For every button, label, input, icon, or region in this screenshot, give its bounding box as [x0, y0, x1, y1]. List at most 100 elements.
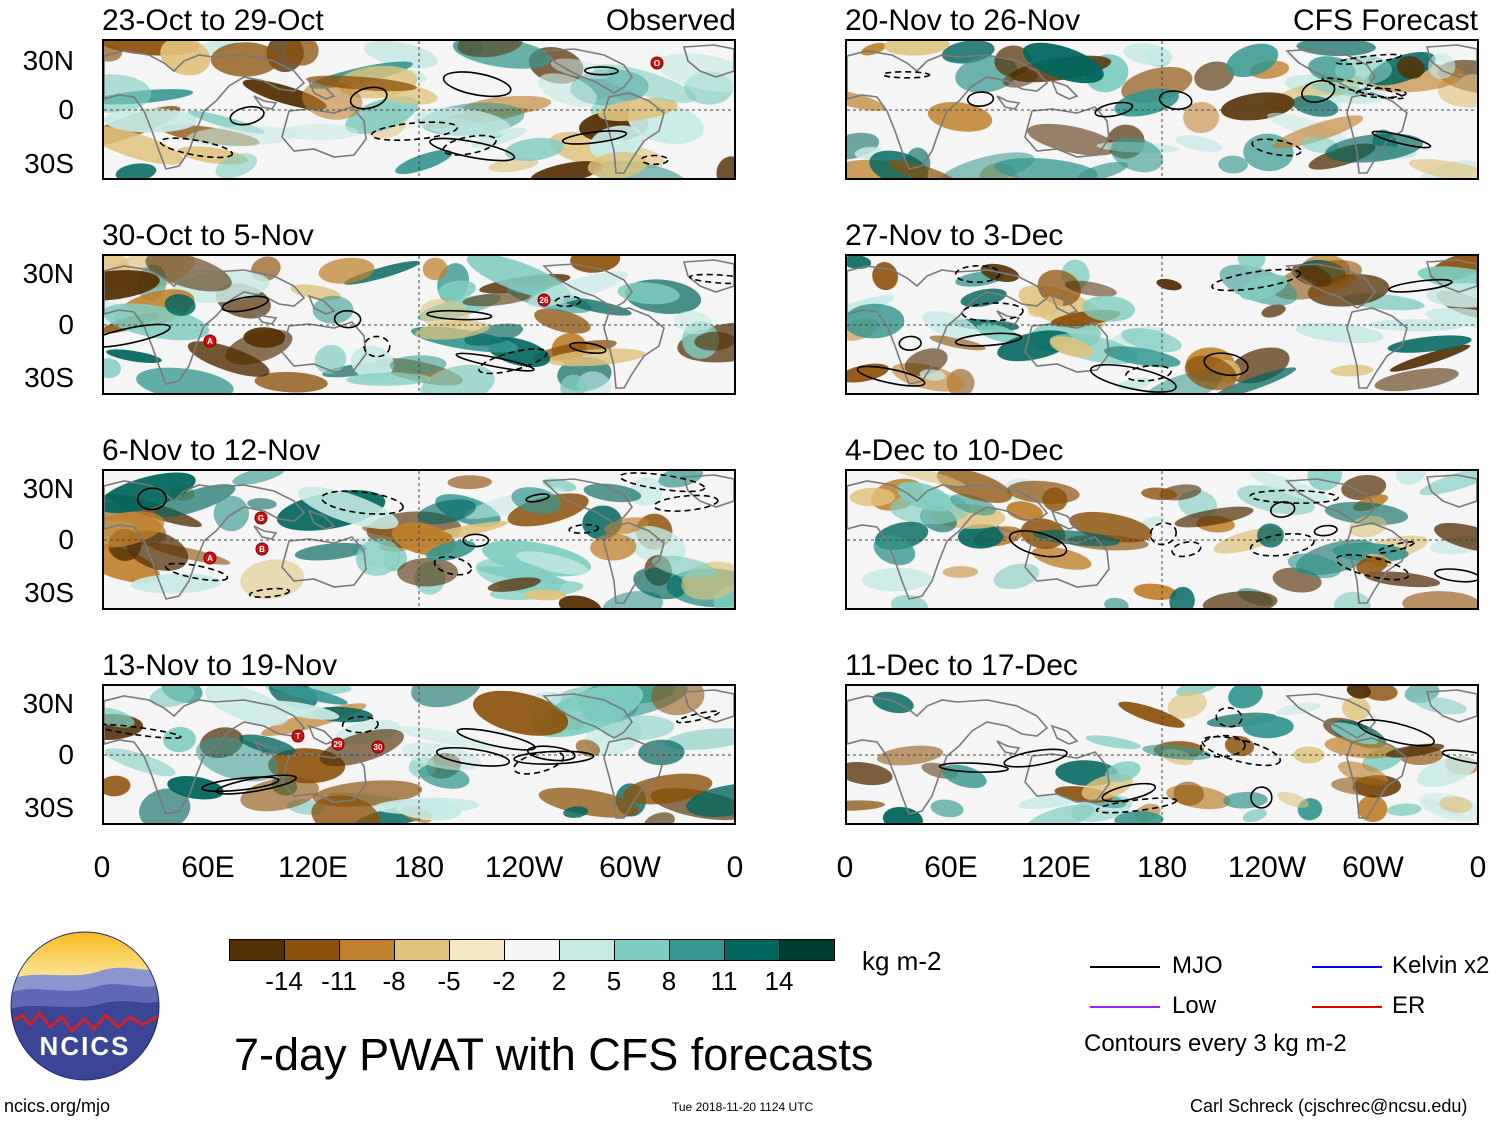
- mjo-contour: [248, 587, 291, 598]
- mjo-contour: [455, 352, 535, 372]
- mjo-contour: [1269, 501, 1296, 518]
- footer-url[interactable]: ncics.org/mjo: [4, 1096, 111, 1116]
- anomaly-blob: [1402, 591, 1477, 608]
- coastline: [996, 525, 1021, 540]
- anomaly-blob: [215, 153, 258, 178]
- lon-label: 60W: [599, 851, 661, 884]
- mjo-contour: [370, 121, 459, 142]
- mjo-contour: [1008, 530, 1068, 558]
- anomaly-blob: [1428, 53, 1456, 80]
- map-panel: A 26: [102, 254, 736, 395]
- coastline: [1050, 294, 1079, 315]
- anomaly-blob: [560, 374, 587, 393]
- anomaly-blob: [577, 371, 612, 393]
- coastline: [253, 525, 278, 540]
- lat-label: 30S: [24, 362, 74, 393]
- coastline: [1425, 44, 1477, 78]
- lon-label: 0: [1469, 851, 1487, 884]
- anomaly-blob: [1368, 319, 1464, 332]
- mjo-contour: [341, 715, 379, 734]
- lon-label: 120W: [1227, 851, 1307, 884]
- anomaly-blob: [420, 364, 495, 393]
- anomaly-blob: [389, 355, 447, 375]
- anomaly-blob: [1341, 474, 1387, 501]
- anomaly-blob: [1142, 744, 1212, 761]
- map-canvas: A 26: [104, 256, 734, 393]
- anomaly-blob: [504, 137, 564, 162]
- legend-line-low: [1090, 1006, 1160, 1008]
- anomaly-blob: [1239, 274, 1288, 301]
- anomaly-blob: [1183, 101, 1220, 134]
- anomaly-blob: [1363, 686, 1398, 701]
- anomaly-blob: [1032, 546, 1092, 570]
- anomaly-blob: [397, 557, 458, 587]
- mjo-contour: [320, 490, 404, 515]
- colorbar-label: -5: [437, 966, 461, 996]
- anomaly-blob: [674, 310, 713, 335]
- colorbar-units: kg m-2: [862, 946, 942, 976]
- anomaly-blob: [847, 762, 893, 786]
- anomaly-blob: [624, 525, 686, 564]
- anomaly-blob: [422, 257, 448, 281]
- anomaly-blob: [462, 291, 531, 307]
- anomaly-blob: [1257, 523, 1284, 548]
- mjo-contour: [1251, 138, 1302, 157]
- anomaly-blob: [115, 163, 157, 178]
- anomaly-blob: [187, 341, 270, 377]
- coastline: [104, 480, 306, 600]
- lon-label: 0: [93, 851, 111, 884]
- anomaly-blob: [847, 800, 885, 811]
- anomaly-blob: [312, 780, 423, 807]
- mjo-contour: [688, 273, 734, 285]
- lon-label: 60E: [924, 851, 978, 884]
- anomaly-blob: [1434, 522, 1477, 553]
- anomaly-blob: [860, 42, 887, 56]
- colorbar-label: -11: [321, 966, 357, 996]
- anomaly-blob: [686, 783, 734, 817]
- anomaly-blob: [447, 475, 492, 490]
- coastline: [682, 474, 734, 508]
- mjo-contour: [159, 137, 234, 159]
- coastline: [1024, 321, 1110, 373]
- mjo-contour: [1335, 553, 1410, 581]
- lon-label: 180: [393, 851, 445, 884]
- anomaly-blob: [1237, 256, 1266, 272]
- coastline: [307, 509, 336, 530]
- anomaly-blob: [306, 75, 417, 92]
- anomaly-blob: [1156, 278, 1182, 291]
- anomaly-blob: [1104, 597, 1129, 608]
- lat-label: 0: [58, 739, 74, 770]
- anomaly-blob: [942, 566, 979, 578]
- coastline: [542, 48, 633, 94]
- anomaly-blob: [471, 127, 527, 149]
- footer-author: Carl Schreck (cjschrec@ncsu.edu): [1190, 1096, 1468, 1116]
- mjo-contour: [221, 295, 269, 313]
- anomaly-blob: [1387, 335, 1472, 353]
- map-panel: [845, 254, 1479, 395]
- coastline: [1024, 106, 1110, 158]
- mjo-contour: [1336, 53, 1402, 65]
- anomaly-blob: [849, 487, 896, 507]
- anomaly-blob: [473, 690, 569, 736]
- colorbar-label: 5: [606, 966, 622, 996]
- map-panel: [845, 469, 1479, 610]
- lon-label: 120E: [1020, 851, 1092, 884]
- mjo-contour: [526, 745, 576, 762]
- anomaly-blob: [1425, 307, 1477, 328]
- anomaly-blob: [1064, 280, 1117, 297]
- colorbar-label: 11: [710, 966, 738, 996]
- colorbar-label: -14: [265, 966, 303, 996]
- anomaly-blob: [590, 533, 637, 561]
- coastline: [104, 695, 306, 815]
- anomaly-blob: [589, 125, 645, 161]
- anomaly-blob: [345, 96, 419, 134]
- anomaly-blob: [438, 280, 476, 300]
- ncics-logo: NCICS: [10, 931, 160, 1081]
- colorbar-cell: [504, 939, 560, 961]
- mjo-contour: [426, 309, 493, 321]
- anomaly-blob: [1169, 586, 1195, 608]
- mjo-contour: [676, 710, 720, 724]
- mjo-contour: [1089, 363, 1177, 393]
- anomaly-blob: [652, 555, 716, 578]
- panel-title: 13-Nov to 19-Nov: [102, 649, 338, 682]
